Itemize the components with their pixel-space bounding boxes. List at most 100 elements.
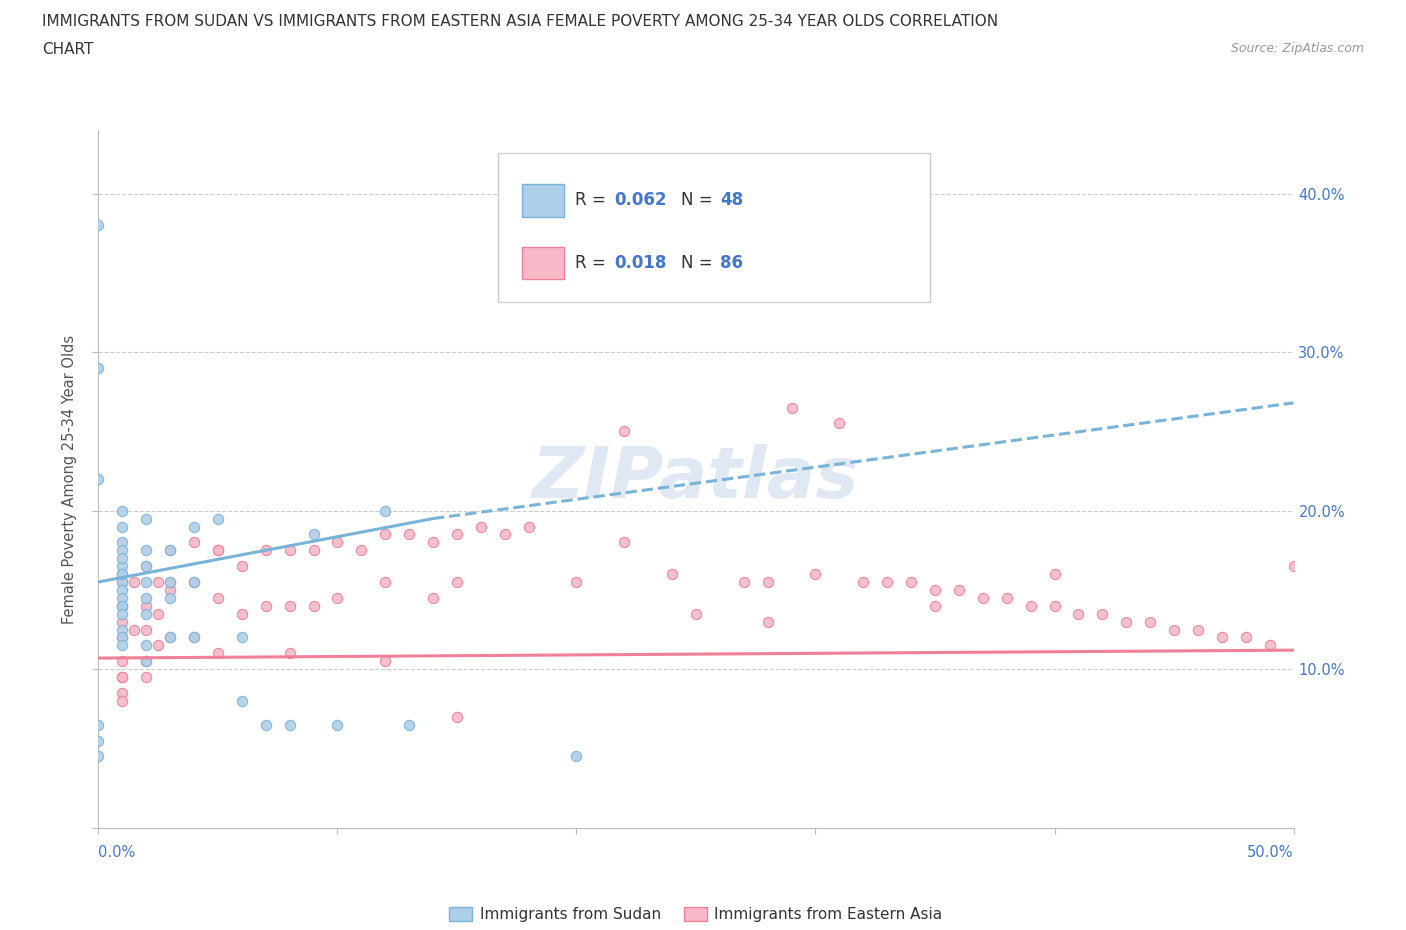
Point [207,512,229,526]
Point [111,630,134,644]
Point [1067,606,1090,621]
Point [207,543,229,558]
Point [111,606,134,621]
Point [111,503,134,518]
Point [135,654,157,669]
Point [924,582,946,597]
Point [111,614,134,629]
Point [111,598,134,613]
Point [254,598,277,613]
Point [207,543,229,558]
Text: R =: R = [575,254,612,272]
Point [374,575,396,590]
Point [733,575,755,590]
Point [1258,638,1281,653]
Point [756,575,779,590]
Point [111,582,134,597]
Point [183,630,205,644]
Point [135,575,157,590]
Point [111,638,134,653]
Legend: Immigrants from Sudan, Immigrants from Eastern Asia: Immigrants from Sudan, Immigrants from E… [443,901,949,928]
Point [374,654,396,669]
Point [111,551,134,565]
Point [135,591,157,605]
Point [231,606,253,621]
Point [87,361,110,376]
Point [278,543,301,558]
Y-axis label: Female Poverty Among 25-34 Year Olds: Female Poverty Among 25-34 Year Olds [62,335,77,623]
Point [326,591,349,605]
Point [995,591,1018,605]
Point [1139,614,1161,629]
Point [1043,566,1066,581]
Point [124,575,146,590]
Point [111,543,134,558]
Point [111,670,134,684]
Point [1211,630,1233,644]
Point [111,670,134,684]
Text: 0.062: 0.062 [614,192,666,209]
Point [111,566,134,581]
Point [159,543,181,558]
Point [565,749,588,764]
Point [278,646,301,661]
Point [326,717,349,732]
Point [135,638,157,653]
Point [135,670,157,684]
Point [278,717,301,732]
Point [422,591,444,605]
Point [111,598,134,613]
Point [494,527,516,542]
Point [924,598,946,613]
Point [159,543,181,558]
Point [231,559,253,574]
Point [207,646,229,661]
Point [231,630,253,644]
Point [159,591,181,605]
Point [470,519,492,534]
Point [87,472,110,486]
Point [111,630,134,644]
Point [1115,614,1137,629]
Point [446,575,468,590]
Point [135,559,157,574]
Point [613,424,636,439]
Point [326,535,349,550]
Text: Source: ZipAtlas.com: Source: ZipAtlas.com [1230,42,1364,55]
Point [148,638,170,653]
Point [135,598,157,613]
Point [111,591,134,605]
Point [1163,622,1185,637]
Point [124,622,146,637]
Point [111,694,134,709]
Point [302,527,325,542]
Point [1282,559,1305,574]
Point [231,694,253,709]
Point [422,535,444,550]
Point [1234,630,1257,644]
Point [111,598,134,613]
Point [398,717,420,732]
Text: R =: R = [575,192,612,209]
Point [135,512,157,526]
Point [111,685,134,700]
Point [87,218,110,232]
Point [207,591,229,605]
Point [1091,606,1114,621]
Point [87,733,110,748]
Point [159,575,181,590]
Point [565,575,588,590]
Point [278,598,301,613]
Point [1043,598,1066,613]
Point [183,575,205,590]
Point [159,582,181,597]
Point [183,519,205,534]
Point [183,575,205,590]
Point [183,535,205,550]
Point [87,717,110,732]
Text: N =: N = [681,192,717,209]
Point [876,575,898,590]
Point [111,654,134,669]
Text: 0.0%: 0.0% [98,845,135,860]
Point [87,749,110,764]
